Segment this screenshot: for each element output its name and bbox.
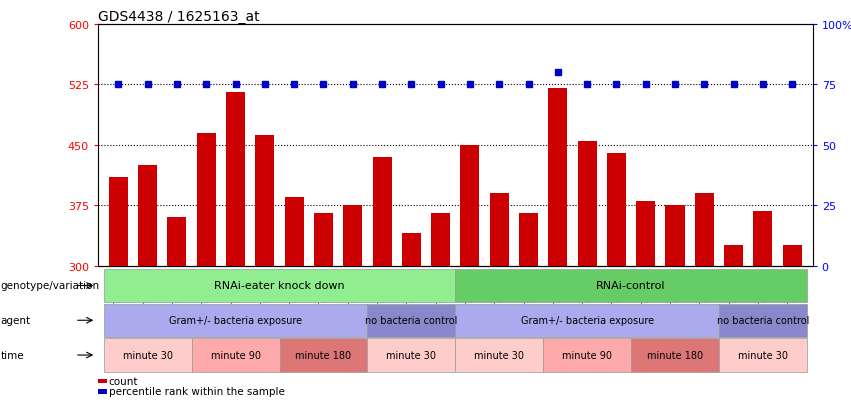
Bar — [694, 194, 714, 266]
Bar — [543, 339, 631, 372]
Bar — [607, 153, 626, 266]
Bar — [104, 339, 191, 372]
Bar — [104, 269, 455, 302]
Text: minute 180: minute 180 — [647, 350, 703, 360]
Bar — [98, 389, 107, 394]
Text: agent: agent — [1, 316, 31, 325]
Text: GDS4438 / 1625163_at: GDS4438 / 1625163_at — [98, 10, 260, 24]
Text: percentile rank within the sample: percentile rank within the sample — [109, 387, 284, 396]
Text: minute 90: minute 90 — [563, 350, 612, 360]
Text: genotype/variation: genotype/variation — [1, 281, 100, 291]
Bar — [402, 234, 421, 266]
Bar — [637, 202, 655, 266]
Text: count: count — [109, 376, 138, 386]
Bar — [279, 339, 368, 372]
Text: minute 90: minute 90 — [210, 350, 260, 360]
Text: no bacteria control: no bacteria control — [717, 316, 809, 325]
Bar — [98, 379, 107, 383]
Bar — [368, 304, 455, 337]
Text: RNAi-eater knock down: RNAi-eater knock down — [214, 281, 345, 291]
Bar — [519, 214, 538, 266]
Text: RNAi-control: RNAi-control — [597, 281, 665, 291]
Bar — [168, 218, 186, 266]
Text: minute 30: minute 30 — [386, 350, 437, 360]
Text: minute 30: minute 30 — [738, 350, 788, 360]
Bar — [719, 304, 807, 337]
Bar — [753, 211, 773, 266]
Bar — [138, 166, 157, 266]
Bar — [226, 93, 245, 266]
Text: minute 30: minute 30 — [474, 350, 524, 360]
Bar — [314, 214, 333, 266]
Bar — [631, 339, 719, 372]
Bar — [343, 206, 363, 266]
Bar — [665, 206, 684, 266]
Bar — [368, 339, 455, 372]
Bar — [724, 246, 743, 266]
Text: Gram+/- bacteria exposure: Gram+/- bacteria exposure — [169, 316, 302, 325]
Bar — [460, 145, 479, 266]
Text: minute 180: minute 180 — [295, 350, 351, 360]
Bar — [373, 157, 391, 266]
Bar — [284, 198, 304, 266]
Bar — [197, 133, 216, 266]
Bar — [104, 304, 368, 337]
Bar — [255, 136, 274, 266]
Bar — [548, 89, 568, 266]
Text: Gram+/- bacteria exposure: Gram+/- bacteria exposure — [521, 316, 654, 325]
Bar — [783, 246, 802, 266]
Bar — [455, 269, 807, 302]
Text: no bacteria control: no bacteria control — [365, 316, 458, 325]
Bar — [455, 304, 719, 337]
Text: minute 30: minute 30 — [123, 350, 173, 360]
Bar — [191, 339, 279, 372]
Bar — [455, 339, 543, 372]
Bar — [109, 178, 128, 266]
Bar — [489, 194, 509, 266]
Bar — [431, 214, 450, 266]
Bar — [578, 141, 597, 266]
Bar — [719, 339, 807, 372]
Text: time: time — [1, 350, 25, 360]
